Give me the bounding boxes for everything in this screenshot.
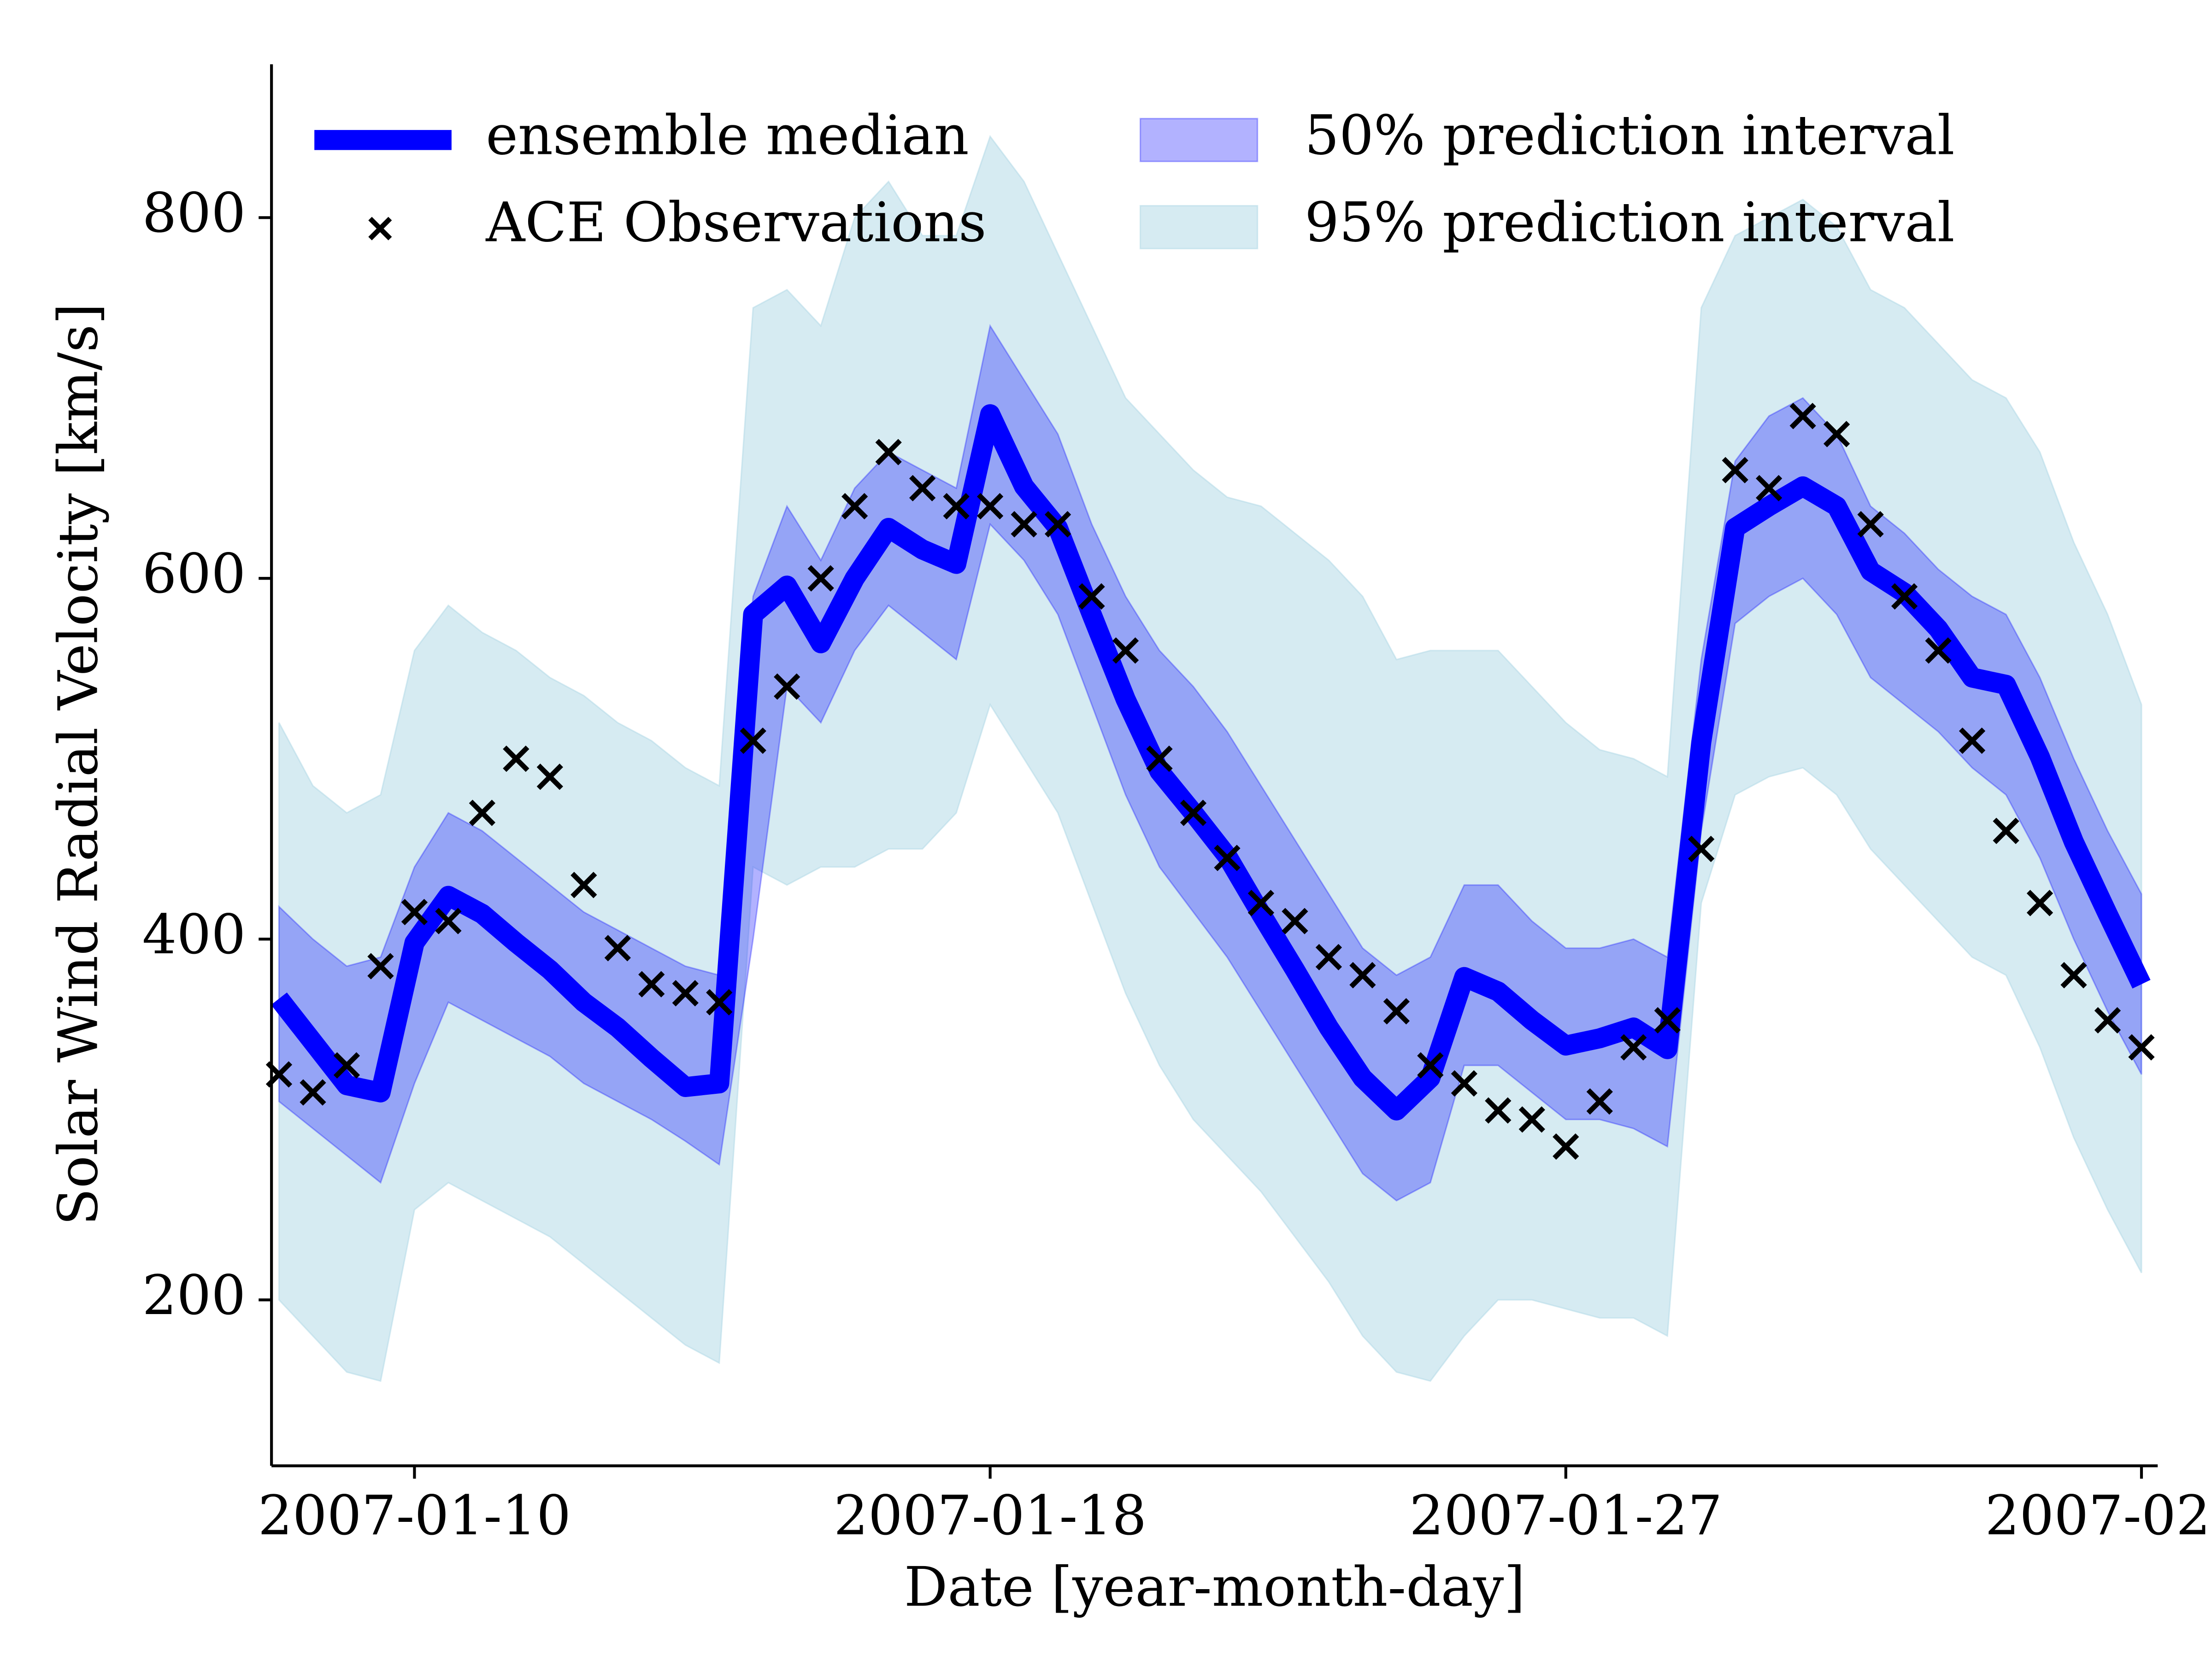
observation-marker [1078,583,1105,610]
observation-marker [1112,637,1139,664]
observation-marker [469,799,496,826]
observation-marker [2026,890,2053,916]
observation-marker [774,673,800,700]
legend-swatch [1139,117,1259,162]
x-tick-label: 2007-02-04 [1985,1484,2212,1547]
observation-marker [1654,1007,1681,1034]
observation-marker [2094,1007,2121,1034]
observation-marker [706,989,733,1015]
observation-marker [672,980,699,1007]
observation-marker [1620,1034,1647,1061]
observation-marker [1383,998,1410,1025]
observation-marker [841,493,868,520]
observation-marker [1146,745,1173,772]
observation-marker [333,1052,360,1079]
legend-label: 50% prediction interval [1305,104,1955,167]
observation-marker [1959,727,1986,754]
legend-swatch [1139,205,1259,250]
observation-marker [435,908,462,934]
observation-marker [1857,511,1884,538]
legend: ensemble median ACE Observations 50% predi… [314,104,1955,254]
y-tick-label: 800 [142,182,246,245]
prediction-band [278,135,2142,1382]
observation-marker [1586,1088,1613,1115]
observation-marker [2128,1034,2155,1061]
observation-marker [943,493,970,520]
observation-marker [2060,962,2087,989]
observation-marker [1993,817,2019,845]
observation-marker [1349,962,1376,989]
median-line [271,404,2151,1121]
observation-marker [1688,835,1715,863]
y-tick-label: 400 [142,903,246,966]
observation-marker [1485,1097,1512,1124]
observation-marker [1756,475,1783,502]
x-tick-label: 2007-01-18 [834,1484,1147,1547]
observation-marker [1553,1133,1579,1160]
legend-label: ACE Observations [485,191,986,254]
observation-marker [571,872,597,898]
observation-marker [1315,944,1342,971]
observation-marker [1891,583,1918,610]
observation-marker [807,565,834,592]
x-axis-label: Date [year-month-day] [904,1555,1525,1619]
observation-marker [1789,403,1816,429]
observation-marker [604,935,631,962]
observation-marker [1518,1106,1545,1133]
observation-marker [536,763,563,790]
y-axis-label: Solar Wind Radial Velocity [km/s] [47,303,110,1226]
observation-marker [1247,890,1275,916]
observation-marker [300,1079,326,1106]
observation-marker [909,475,936,502]
legend-swatch [368,217,392,241]
observation-marker [1214,845,1241,871]
legend-label: ensemble median [486,104,969,167]
y-tick-label: 600 [142,542,246,605]
observation-marker [1451,1070,1477,1097]
observation-marker [1417,1052,1444,1079]
y-tick-label: 200 [142,1264,246,1327]
observation-marker [1011,511,1037,538]
observation-marker [367,953,394,980]
observation-marker [1823,421,1850,447]
observation-marker [503,745,529,772]
x-tick-label: 2007-01-27 [1409,1484,1722,1547]
observation-marker [1925,637,1952,664]
observation-marker [401,898,428,926]
observation-marker [1044,511,1071,538]
observation-marker [1180,799,1207,826]
observation-marker [740,727,766,754]
observation-marker [638,971,665,998]
observation-marker [977,493,1004,520]
legend-label: 95% prediction interval [1305,191,1955,254]
observation-marker [1282,908,1308,934]
observation-marker [875,439,902,465]
x-tick-label: 2007-01-10 [258,1484,571,1547]
observation-marker [1722,457,1748,484]
